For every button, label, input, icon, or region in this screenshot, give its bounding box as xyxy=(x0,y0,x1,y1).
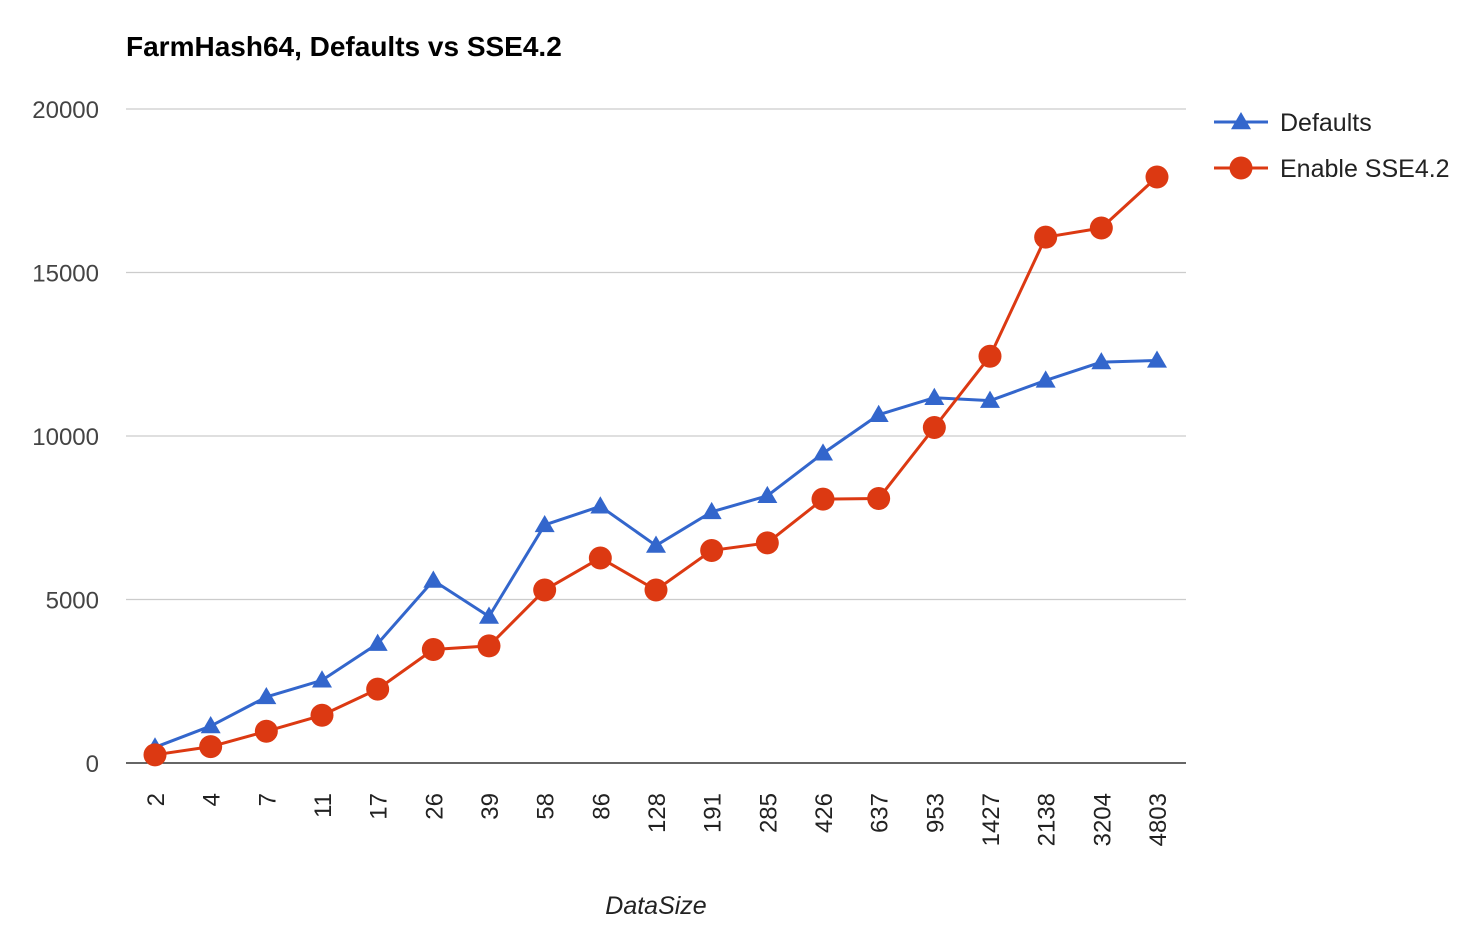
data-point xyxy=(256,686,277,705)
data-point xyxy=(367,633,388,651)
y-tick-label: 0 xyxy=(86,751,99,778)
data-point xyxy=(924,387,945,405)
x-tick-label: 4803 xyxy=(1145,793,1172,846)
x-tick-label: 2138 xyxy=(1034,793,1061,846)
data-point xyxy=(143,743,167,767)
series-line xyxy=(154,358,1158,749)
data-point xyxy=(421,638,445,662)
data-point xyxy=(366,677,390,701)
legend-item: Enable SSE4.2 xyxy=(1214,155,1450,183)
data-point xyxy=(644,578,668,602)
y-tick-label: 15000 xyxy=(32,261,99,288)
legend-marker xyxy=(1231,112,1251,130)
y-tick-label: 20000 xyxy=(32,97,99,124)
series-1 xyxy=(143,165,1169,767)
data-point xyxy=(310,703,334,727)
data-point xyxy=(200,716,221,734)
x-tick-label: 191 xyxy=(700,793,727,833)
x-tick-label: 86 xyxy=(588,793,615,820)
data-point xyxy=(199,735,223,759)
data-point xyxy=(423,570,444,588)
x-tick-label: 3204 xyxy=(1089,793,1116,846)
x-tick-label: 17 xyxy=(366,793,393,820)
data-point xyxy=(1034,225,1058,249)
legend-label: Enable SSE4.2 xyxy=(1280,155,1450,183)
data-point xyxy=(1147,350,1167,368)
data-point xyxy=(312,670,332,688)
data-point xyxy=(867,486,891,510)
x-tick-label: 953 xyxy=(922,793,949,833)
y-axis-ticks: 0 5000 10000 15000 20000 xyxy=(32,97,99,778)
data-point xyxy=(922,415,946,439)
data-point xyxy=(980,390,1000,408)
data-point xyxy=(700,538,724,562)
series-0 xyxy=(145,350,1167,755)
x-tick-label: 26 xyxy=(421,793,448,820)
legend-marker xyxy=(1229,156,1253,180)
data-point xyxy=(646,535,666,553)
x-tick-label: 39 xyxy=(477,793,504,820)
x-tick-label: 4 xyxy=(199,793,226,806)
data-point xyxy=(254,719,278,743)
legend-label: Defaults xyxy=(1280,109,1372,137)
series-line xyxy=(154,175,1159,757)
data-point xyxy=(1089,216,1113,240)
data-point xyxy=(588,546,612,570)
data-point xyxy=(1035,370,1056,388)
data-point xyxy=(534,514,555,533)
data-point xyxy=(757,485,778,504)
x-tick-label: 637 xyxy=(867,793,894,833)
y-tick-label: 5000 xyxy=(46,588,99,615)
y-tick-label: 10000 xyxy=(32,424,99,451)
series-layer xyxy=(143,165,1169,767)
x-tick-label: 426 xyxy=(811,793,838,833)
data-point xyxy=(1091,352,1112,370)
data-point xyxy=(811,487,835,511)
x-tick-label: 285 xyxy=(755,793,782,833)
data-point xyxy=(479,606,499,624)
data-point xyxy=(477,634,501,658)
data-point xyxy=(978,344,1002,368)
gridlines xyxy=(126,108,1186,764)
legend: Defaults Enable SSE4.2 xyxy=(1214,109,1450,183)
data-point xyxy=(701,501,722,520)
data-point xyxy=(590,496,611,514)
x-tick-label: 58 xyxy=(533,793,560,820)
x-tick-label: 128 xyxy=(644,793,671,833)
data-point xyxy=(868,404,889,422)
x-tick-label: 7 xyxy=(254,793,281,806)
chart-title: FarmHash64, Defaults vs SSE4.2 xyxy=(126,31,562,62)
data-point xyxy=(533,578,557,602)
data-point xyxy=(1145,165,1169,189)
data-point xyxy=(755,531,779,555)
data-point xyxy=(813,443,833,461)
legend-item: Defaults xyxy=(1214,109,1372,137)
x-tick-label: 1427 xyxy=(978,793,1005,846)
x-axis-label: DataSize xyxy=(605,892,706,920)
x-axis-ticks: 2 4 7 11 17 26 39 58 86 128 191 285 426 637 953 1427 213… xyxy=(143,793,1172,846)
x-tick-label: 2 xyxy=(143,793,170,806)
x-tick-label: 11 xyxy=(310,793,337,818)
